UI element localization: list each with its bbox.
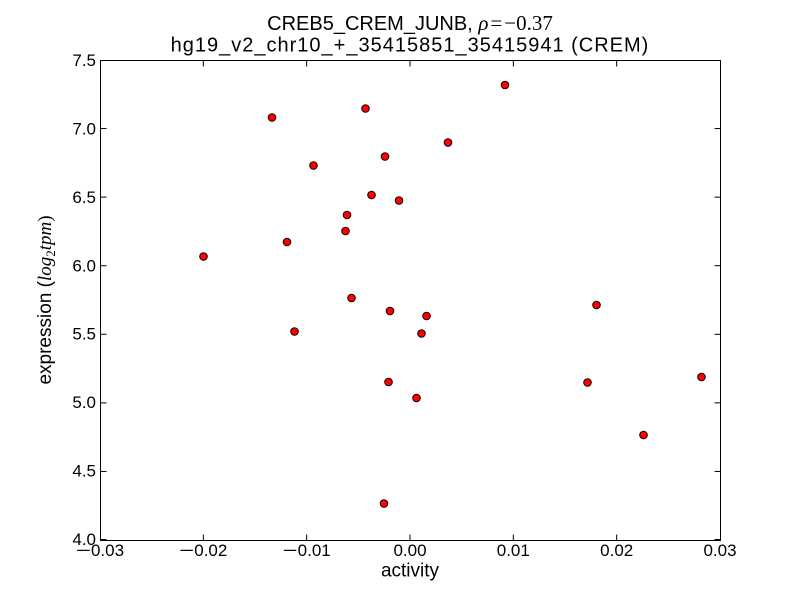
svg-text:CREB5_CREM_JUNB, ρ=−0.37: CREB5_CREM_JUNB, ρ=−0.37: [267, 11, 553, 35]
svg-text:7.0: 7.0: [72, 119, 96, 138]
svg-text:0.02: 0.02: [600, 541, 633, 560]
svg-text:6.0: 6.0: [72, 256, 96, 275]
svg-text:5.5: 5.5: [72, 325, 96, 344]
svg-text:−0.02: −0.02: [179, 541, 227, 560]
svg-text:−0.03: −0.03: [76, 541, 124, 560]
svg-text:hg19_v2_chr10_+_35415851_35415: hg19_v2_chr10_+_35415851_35415941 (CREM): [171, 35, 650, 57]
svg-text:7.5: 7.5: [72, 51, 96, 70]
svg-text:6.5: 6.5: [72, 188, 96, 207]
svg-text:5.0: 5.0: [72, 393, 96, 412]
svg-text:expression (log2tpm): expression (log2tpm): [35, 215, 58, 384]
svg-text:−0.01: −0.01: [283, 541, 331, 560]
svg-text:0.03: 0.03: [703, 541, 736, 560]
svg-text:0.01: 0.01: [497, 541, 530, 560]
svg-text:4.0: 4.0: [72, 530, 96, 549]
svg-text:4.5: 4.5: [72, 462, 96, 481]
svg-text:activity: activity: [381, 561, 440, 582]
svg-text:0.00: 0.00: [393, 541, 426, 560]
